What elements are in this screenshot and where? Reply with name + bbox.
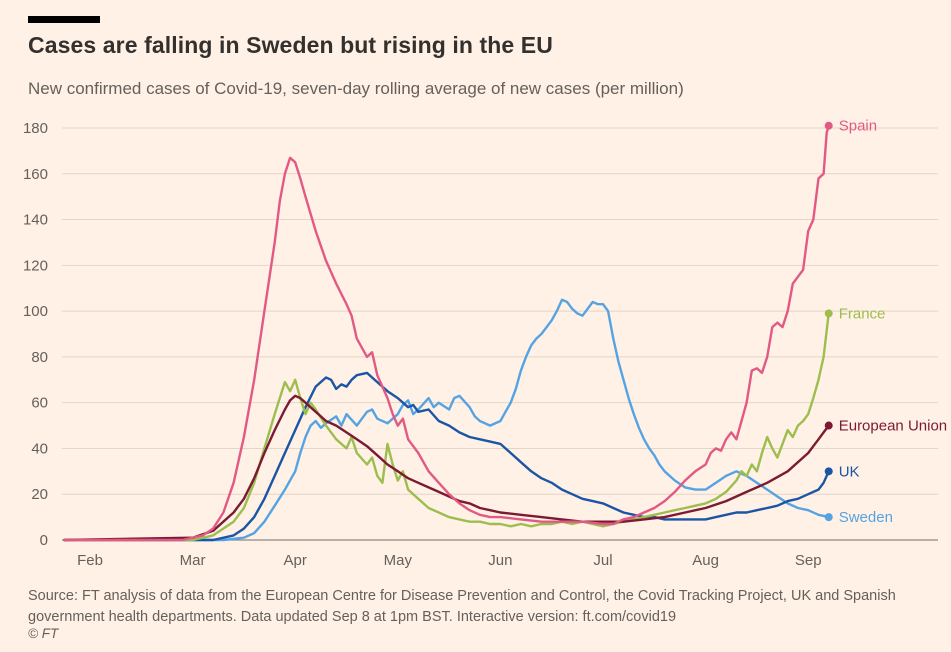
y-axis-tick-label: 140 — [23, 212, 48, 229]
covid-line-chart: 0 20 40 60 80 100 120 140 160 180 Feb Mar Apr May Jun J… — [23, 118, 947, 569]
page-title: Cases are falling in Sweden but rising i… — [28, 32, 553, 58]
x-axis-tick-label: Jun — [488, 552, 512, 569]
series-line-spain — [63, 124, 830, 542]
series-end-dot-sweden — [824, 513, 833, 522]
y-axis-tick-label: 40 — [31, 440, 48, 457]
series-label-sweden: Sweden — [839, 509, 893, 526]
series-line-european-union — [63, 394, 830, 542]
ft-copyright: © FT — [28, 626, 59, 641]
series-end-dot-france — [824, 309, 833, 318]
series-label-european-union: European Union — [839, 418, 947, 435]
page-subtitle: New confirmed cases of Covid-19, seven-d… — [28, 79, 684, 98]
header-accent-bar — [28, 16, 100, 23]
series-line-sweden — [63, 298, 830, 542]
x-axis-tick-label: Mar — [180, 552, 206, 569]
series-label-uk: UK — [839, 463, 860, 480]
x-axis-tick-label: May — [384, 552, 413, 569]
x-axis-tick-label: Feb — [77, 552, 103, 569]
source-note: Source: FT analysis of data from the Eur… — [28, 588, 896, 626]
y-axis-tick-label: 20 — [31, 486, 48, 503]
x-axis-tick-label: Sep — [795, 552, 822, 569]
x-axis-tick-label: Aug — [692, 552, 719, 569]
series-line-france — [63, 312, 830, 542]
y-axis-tick-label: 120 — [23, 257, 48, 274]
series-line-uk — [63, 371, 830, 542]
series-label-france: France — [839, 305, 886, 322]
y-axis-tick-label: 100 — [23, 303, 48, 320]
y-axis-tick-label: 80 — [31, 349, 48, 366]
chart-area: 0 20 40 60 80 100 120 140 160 180 Feb Mar Apr May Jun J… — [0, 108, 951, 580]
series-end-dot-uk — [824, 467, 833, 476]
series-end-dot-european-union — [824, 421, 833, 430]
y-axis-tick-label: 60 — [31, 395, 48, 412]
series-end-dot-spain — [824, 121, 833, 130]
series-label-spain: Spain — [839, 118, 877, 135]
x-axis-tick-label: Apr — [284, 552, 307, 569]
x-axis-tick-label: Jul — [593, 552, 612, 569]
y-axis-tick-label: 180 — [23, 120, 48, 137]
y-axis-tick-label: 160 — [23, 166, 48, 183]
y-axis-tick-label: 0 — [40, 532, 48, 549]
